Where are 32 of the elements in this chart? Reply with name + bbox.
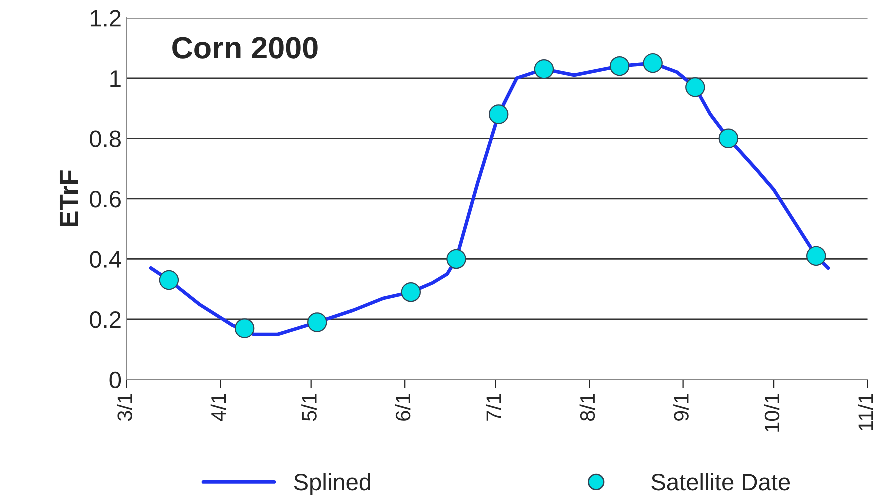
x-tick-label: 10/1 — [764, 394, 780, 432]
point — [643, 53, 663, 74]
point — [806, 246, 826, 266]
x-tick-label: 3/1 — [117, 394, 132, 422]
point — [401, 282, 422, 302]
point — [446, 249, 466, 270]
y-tick-label: 0.6 — [90, 191, 121, 208]
y-tick-label: 1.2 — [90, 10, 121, 27]
point — [686, 78, 706, 98]
point — [610, 56, 630, 76]
x-tick-label: 5/1 — [302, 394, 317, 422]
y-axis-title: ETrF — [60, 170, 78, 226]
x-tick-label: 11/1 — [858, 394, 874, 430]
legend-label: Satellite Date — [652, 473, 790, 491]
x-tick-label: 7/1 — [486, 394, 502, 421]
point — [308, 312, 328, 332]
point — [488, 104, 509, 124]
x-tick-label: 8/1 — [580, 394, 596, 422]
point — [234, 318, 255, 338]
point — [534, 59, 554, 80]
y-tick-label: 1 — [110, 70, 121, 87]
legend-label: Splined — [294, 473, 371, 496]
y-tick-label: 0.8 — [90, 130, 121, 148]
point — [159, 270, 180, 290]
x-tick-label: 6/1 — [395, 394, 411, 421]
chart-title: Corn 2000 — [172, 37, 318, 59]
y-tick-label: 0.2 — [90, 312, 121, 328]
y-tick-label: 0.4 — [90, 251, 122, 268]
x-tick-label: 4/1 — [210, 394, 226, 422]
y-tick-label: 0 — [110, 372, 122, 389]
point — [718, 128, 739, 149]
x-tick-label: 9/1 — [674, 394, 689, 421]
